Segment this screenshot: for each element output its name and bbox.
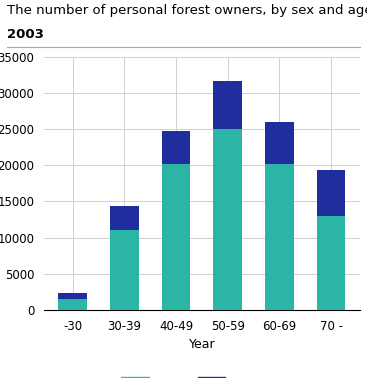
- Bar: [110, 206, 138, 230]
- Bar: [162, 164, 190, 310]
- Text: 2003: 2003: [7, 28, 44, 41]
- Bar: [162, 131, 190, 164]
- Bar: [317, 216, 345, 310]
- Bar: [265, 164, 294, 310]
- Bar: [214, 81, 242, 129]
- X-axis label: Year: Year: [189, 338, 215, 351]
- Bar: [265, 122, 294, 164]
- Bar: [58, 299, 87, 310]
- Text: The number of personal forest owners, by sex and age.: The number of personal forest owners, by…: [7, 4, 367, 17]
- Legend: Men, Women: Men, Women: [116, 372, 287, 378]
- Bar: [214, 129, 242, 310]
- Bar: [317, 170, 345, 216]
- Bar: [58, 293, 87, 299]
- Bar: [110, 230, 138, 310]
